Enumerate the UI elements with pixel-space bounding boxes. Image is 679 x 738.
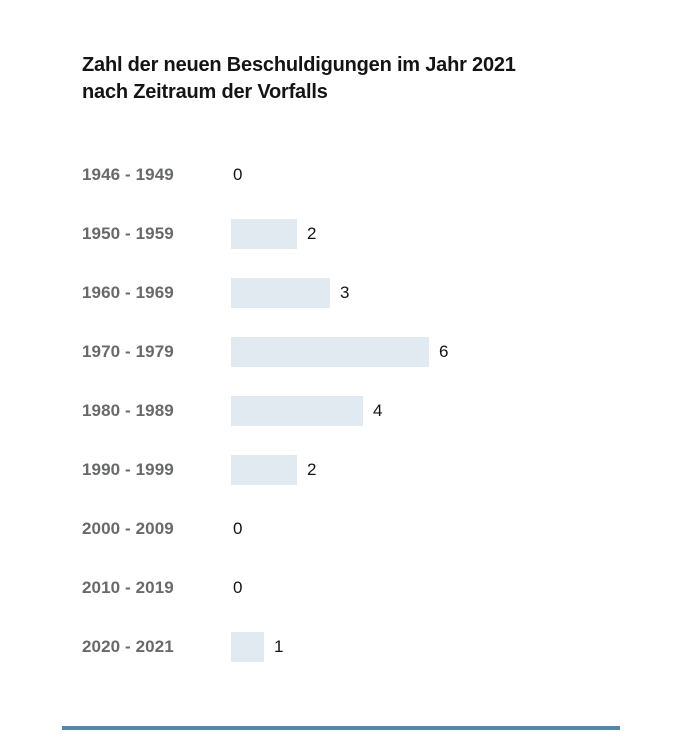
chart-title-line1: Zahl der neuen Beschuldigungen im Jahr 2…	[82, 54, 516, 76]
chart-row: 1970 - 1979 6	[82, 322, 659, 381]
chart-row: 1990 - 1999 2	[82, 440, 659, 499]
chart: Zahl der neuen Beschuldigungen im Jahr 2…	[82, 52, 659, 676]
value-label: 6	[439, 341, 449, 361]
bar	[231, 395, 363, 426]
bar	[231, 277, 330, 308]
value-label: 2	[307, 459, 317, 479]
category-label: 1946 - 1949	[82, 164, 174, 184]
value-label: 0	[233, 577, 243, 597]
bar	[231, 336, 429, 367]
value-label: 0	[233, 164, 243, 184]
chart-row: 1950 - 1959 2	[82, 204, 659, 263]
bar-rows: 1946 - 1949 0 1950 - 1959 2 1960 - 1969 3 1970…	[82, 145, 659, 676]
category-label: 1970 - 1979	[82, 341, 174, 361]
chart-row: 1960 - 1969 3	[82, 263, 659, 322]
chart-row: 1946 - 1949 0	[82, 145, 659, 204]
value-label: 2	[307, 223, 317, 243]
value-label: 1	[274, 636, 284, 656]
chart-title: Zahl der neuen Beschuldigungen im Jahr 2…	[82, 52, 659, 106]
category-label: 2020 - 2021	[82, 636, 174, 656]
category-label: 2010 - 2019	[82, 577, 174, 597]
bar	[231, 454, 297, 485]
category-label: 1950 - 1959	[82, 223, 174, 243]
chart-row: 2020 - 2021 1	[82, 617, 659, 676]
bar	[231, 631, 264, 662]
footer-rule	[62, 726, 620, 730]
chart-row: 1980 - 1989 4	[82, 381, 659, 440]
chart-title-line2: nach Zeitraum der Vorfalls	[82, 81, 328, 103]
value-label: 3	[340, 282, 350, 302]
category-label: 1990 - 1999	[82, 459, 174, 479]
category-label: 1980 - 1989	[82, 400, 174, 420]
category-label: 1960 - 1969	[82, 282, 174, 302]
chart-row: 2010 - 2019 0	[82, 558, 659, 617]
bar	[231, 218, 297, 249]
value-label: 4	[373, 400, 383, 420]
value-label: 0	[233, 518, 243, 538]
chart-row: 2000 - 2009 0	[82, 499, 659, 558]
category-label: 2000 - 2009	[82, 518, 174, 538]
